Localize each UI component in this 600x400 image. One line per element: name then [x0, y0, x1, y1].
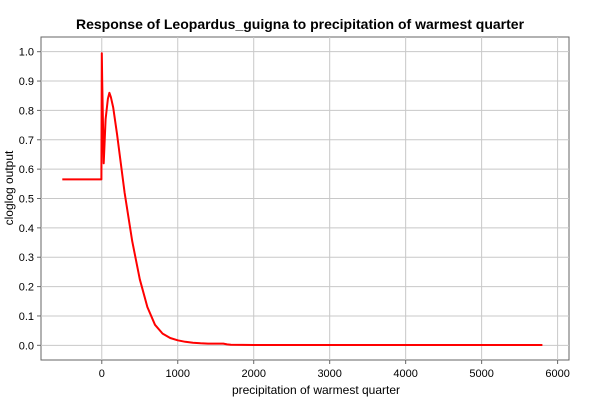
x-tick-label: 1000: [166, 368, 190, 380]
x-tick-label: 5000: [469, 368, 493, 380]
y-tick-label: 0.8: [19, 105, 34, 117]
y-tick-label: 0.5: [19, 194, 34, 206]
grid: [41, 37, 569, 360]
y-tick-label: 1.0: [19, 47, 34, 59]
x-tick-label: 0: [99, 368, 105, 380]
x-tick-label: 2000: [241, 368, 265, 380]
y-axis-label: cloglog output: [2, 150, 16, 225]
chart-title: Response of Leopardus_guigna to precipit…: [76, 16, 525, 32]
x-tick-label: 3000: [317, 368, 341, 380]
y-tick-label: 0.6: [19, 164, 34, 176]
x-axis: 0 1000 2000 3000 4000 5000 6000: [99, 360, 570, 380]
y-tick-label: 0.2: [19, 282, 34, 294]
x-tick-label: 4000: [393, 368, 417, 380]
response-curve: [62, 52, 543, 346]
series-layer: [62, 52, 543, 346]
y-axis: 0.0 0.1 0.2 0.3 0.4 0.5 0.6 0.7 0.8 0.9 1.0: [19, 47, 41, 352]
y-tick-label: 0.9: [19, 76, 34, 88]
y-tick-label: 0.7: [19, 135, 34, 147]
y-tick-label: 0.4: [19, 223, 34, 235]
x-axis-label: precipitation of warmest quarter: [232, 383, 400, 397]
y-tick-label: 0.1: [19, 311, 34, 323]
y-tick-label: 0.0: [19, 340, 34, 352]
x-tick-label: 6000: [545, 368, 569, 380]
y-tick-label: 0.3: [19, 252, 34, 264]
